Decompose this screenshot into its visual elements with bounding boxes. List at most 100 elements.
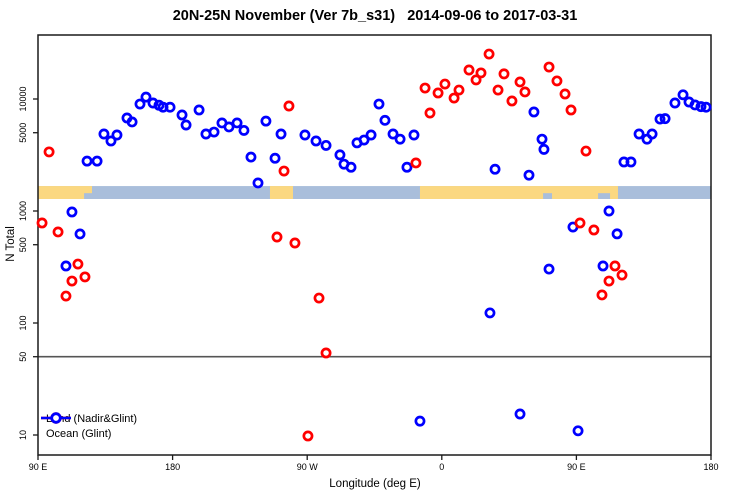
data-point-land <box>60 290 72 302</box>
data-point-land <box>320 347 332 359</box>
data-point-ocean <box>60 260 72 272</box>
data-point-ocean <box>66 206 78 218</box>
data-point-land <box>551 75 563 87</box>
data-point-ocean <box>689 99 701 111</box>
data-point-land <box>36 217 48 229</box>
data-point-land <box>565 104 577 116</box>
data-point-land <box>302 430 314 442</box>
data-point-ocean <box>299 129 311 141</box>
y-tick-label: 500 <box>18 237 28 252</box>
data-point-land <box>543 61 555 73</box>
data-point-land <box>603 275 615 287</box>
legend-label-ocean: Ocean (Glint) <box>46 427 112 440</box>
x-tick-label: 90 E <box>567 462 586 472</box>
data-point-ocean <box>245 151 257 163</box>
data-point-ocean <box>81 155 93 167</box>
data-point-land <box>52 226 64 238</box>
data-point-land <box>278 165 290 177</box>
data-point-land <box>313 292 325 304</box>
map-band-land-segment <box>38 186 92 199</box>
data-point-ocean <box>484 307 496 319</box>
data-point-ocean <box>269 152 281 164</box>
data-point-land <box>483 48 495 60</box>
data-point-ocean <box>320 139 332 151</box>
data-point-land <box>609 260 621 272</box>
data-point-ocean <box>345 161 357 173</box>
data-point-ocean <box>597 260 609 272</box>
data-point-ocean <box>111 129 123 141</box>
data-point-land <box>470 74 482 86</box>
data-point-ocean <box>193 104 205 116</box>
data-point-ocean <box>379 114 391 126</box>
data-point-ocean <box>231 117 243 129</box>
map-band-land-segment <box>269 186 293 199</box>
data-point-ocean <box>572 425 584 437</box>
data-point-ocean <box>134 98 146 110</box>
map-band-ocean-notch <box>84 193 92 199</box>
data-point-land <box>72 258 84 270</box>
data-point-ocean <box>633 128 645 140</box>
data-point-land <box>79 271 91 283</box>
data-point-ocean <box>373 98 385 110</box>
data-point-land <box>514 76 526 88</box>
data-point-ocean <box>74 228 86 240</box>
legend: Land (Nadir&Glint) Ocean (Glint) <box>40 411 137 441</box>
data-point-land <box>271 231 283 243</box>
y-tick-label: 5000 <box>18 123 28 143</box>
data-point-land <box>588 224 600 236</box>
legend-label-land: Land (Nadir&Glint) <box>46 412 138 425</box>
data-point-ocean <box>677 89 689 101</box>
map-band-ocean-notch <box>543 193 553 199</box>
data-point-ocean <box>543 263 555 275</box>
data-point-ocean <box>98 128 110 140</box>
data-point-ocean <box>238 124 250 136</box>
x-tick-label: 180 <box>703 462 718 472</box>
data-point-land <box>419 82 431 94</box>
y-axis-title: N Total <box>5 226 17 262</box>
data-point-ocean <box>700 101 712 113</box>
data-point-ocean <box>401 161 413 173</box>
plot-frame <box>37 34 712 456</box>
data-point-land <box>453 84 465 96</box>
data-point-land <box>498 68 510 80</box>
y-tick-label: 100 <box>18 315 28 330</box>
chart-title: 20N-25N November (Ver 7b_s31) 2014-09-06… <box>172 8 578 24</box>
ocean-series-symbol-icon <box>41 412 71 424</box>
data-point-land <box>475 67 487 79</box>
data-point-ocean <box>91 155 103 167</box>
legend-entry-ocean: Ocean (Glint) <box>40 412 137 441</box>
x-tick-label: 0 <box>439 462 444 472</box>
data-point-land <box>410 157 422 169</box>
map-band-ocean-notch <box>598 193 611 199</box>
data-point-ocean <box>358 134 370 146</box>
data-point-ocean <box>105 135 117 147</box>
data-point-ocean <box>176 109 188 121</box>
data-point-ocean <box>252 177 264 189</box>
data-point-land <box>283 100 295 112</box>
data-point-land <box>616 269 628 281</box>
data-point-ocean <box>414 415 426 427</box>
data-point-ocean <box>536 133 548 145</box>
data-point-ocean <box>180 119 192 131</box>
data-point-ocean <box>625 156 637 168</box>
data-point-ocean <box>489 163 501 175</box>
map-band-land-segment <box>419 186 618 199</box>
data-point-ocean <box>164 101 176 113</box>
data-point-land <box>463 64 475 76</box>
data-point-land <box>492 84 504 96</box>
data-point-land <box>432 87 444 99</box>
data-point-ocean <box>603 205 615 217</box>
data-point-ocean <box>126 116 138 128</box>
data-point-ocean <box>223 121 235 133</box>
data-point-ocean <box>611 228 623 240</box>
y-tick-label: 10000 <box>18 86 28 111</box>
x-tick-label: 180 <box>165 462 180 472</box>
data-point-land <box>66 275 78 287</box>
data-point-ocean <box>538 143 550 155</box>
data-point-ocean <box>147 97 159 109</box>
data-point-land <box>289 237 301 249</box>
data-point-ocean <box>654 113 666 125</box>
data-point-ocean <box>659 113 671 125</box>
